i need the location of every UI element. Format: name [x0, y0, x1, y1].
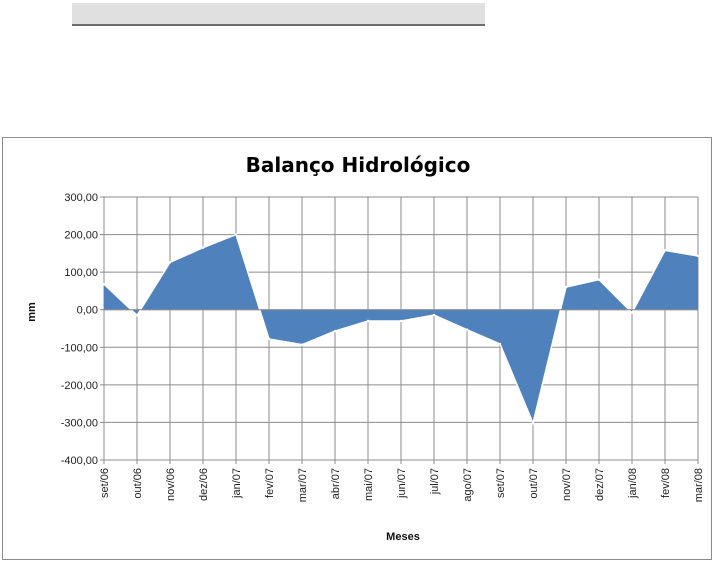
- data-point: [432, 313, 436, 317]
- y-tick-label: 100,00: [64, 267, 98, 279]
- x-tick-label: nov/06: [165, 468, 177, 501]
- y-tick-label: 0,00: [77, 305, 98, 317]
- x-tick-label: jan/08: [627, 468, 639, 499]
- x-tick-label: fev/08: [660, 468, 672, 498]
- x-tick-label: set/06: [99, 468, 111, 498]
- y-tick-label: -400,00: [61, 455, 98, 467]
- data-point: [234, 233, 238, 236]
- x-tick-label: fev/07: [264, 468, 276, 498]
- x-tick-label: out/06: [132, 468, 144, 499]
- data-point: [333, 329, 337, 333]
- x-tick-label: jul/07: [429, 468, 441, 495]
- data-point: [531, 421, 535, 425]
- data-point: [168, 261, 172, 264]
- data-point: [201, 246, 205, 249]
- data-point: [630, 311, 634, 314]
- x-tick-label: mar/08: [693, 468, 705, 502]
- data-point: [300, 343, 304, 346]
- x-tick-label: jan/07: [231, 468, 243, 499]
- y-tick-label: -300,00: [61, 417, 98, 429]
- data-point: [498, 342, 502, 346]
- data-point: [366, 319, 370, 323]
- data-point: [102, 282, 106, 286]
- x-tick-label: dez/07: [594, 468, 606, 501]
- x-tick-label: out/07: [528, 468, 540, 499]
- y-tick-label: -200,00: [61, 380, 98, 392]
- balanco-hidrologico-chart: Balanço Hidrológico mm Meses 300,00 200,0…: [26, 153, 705, 543]
- x-tick-label: ago/07: [462, 468, 474, 502]
- data-point: [564, 285, 568, 289]
- y-tick-label: 300,00: [64, 192, 98, 204]
- data-point: [696, 254, 700, 258]
- data-point: [465, 328, 469, 331]
- y-tick-label: -100,00: [61, 342, 98, 354]
- data-point: [399, 319, 403, 323]
- data-point: [267, 337, 271, 341]
- plot-area-border: [103, 196, 699, 461]
- x-axis-label: Meses: [386, 531, 420, 543]
- data-point: [663, 249, 667, 252]
- data-point: [135, 314, 139, 317]
- top-bar: [72, 3, 485, 26]
- chart-title: Balanço Hidrológico: [246, 153, 471, 177]
- x-tick-label: abr/07: [330, 468, 342, 499]
- x-tick-label: dez/06: [198, 468, 210, 501]
- data-point: [597, 278, 601, 281]
- x-tick-label: set/07: [495, 468, 507, 498]
- x-tick-label: mai/07: [363, 468, 375, 501]
- x-tick-label: nov/07: [561, 468, 573, 501]
- x-tick-label: jun/07: [396, 468, 408, 499]
- x-tick-label: mar/07: [297, 468, 309, 502]
- chart-frame: Balanço Hidrológico mm Meses 300,00 200,0…: [2, 137, 712, 560]
- y-tick-label: 200,00: [64, 230, 98, 242]
- y-axis-label: mm: [26, 302, 38, 322]
